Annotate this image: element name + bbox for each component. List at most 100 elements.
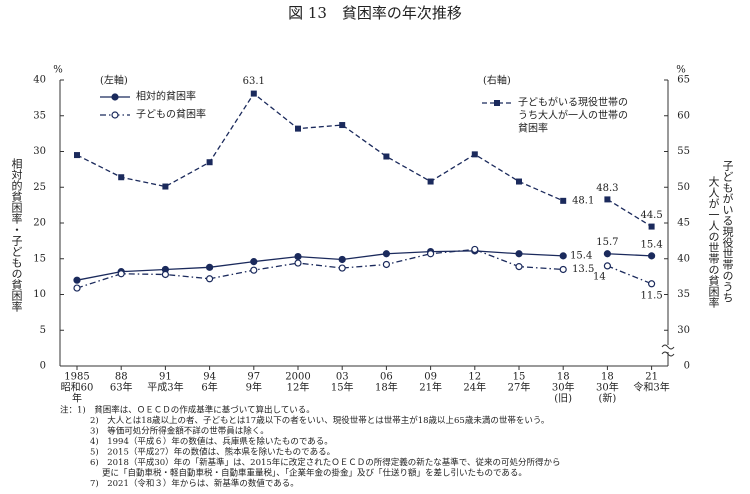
legend-label: うち大人が一人の世帯の [518, 109, 628, 122]
series-marker [338, 264, 346, 272]
series-marker [516, 178, 522, 185]
legend-label: 子どもの貧困率 [136, 108, 206, 121]
series-line [76, 248, 564, 289]
x-tick-label: 27年 [508, 381, 531, 394]
series-marker [648, 223, 655, 230]
series-marker [206, 263, 214, 271]
x-tick-label: 平成3年 [147, 381, 183, 394]
series-marker [295, 125, 301, 132]
y-tick-label: 10 [33, 289, 46, 300]
x-tick-label: 97 [247, 372, 260, 383]
x-tick-label: 18年 [375, 381, 398, 394]
series-marker [294, 259, 302, 267]
x-tick-label: 18 [557, 372, 570, 383]
x-tick-label: (新) [598, 392, 616, 405]
y2-axis-label: 大人が一人の世帯の貧困率 [707, 175, 720, 309]
x-tick-label: 24年 [463, 381, 486, 394]
data-label: 48.1 [572, 195, 594, 206]
chart-title: 図 13 貧困率の年次推移 [288, 4, 462, 22]
y-tick-label: 20 [33, 218, 46, 229]
x-tick-label: 12 [468, 372, 481, 383]
x-tick-label: 09 [424, 372, 437, 383]
x-tick-label: 9年 [246, 381, 262, 394]
y2-axis-label: 子どもがいる現役世帯のうち [721, 160, 734, 303]
series-marker [383, 153, 390, 160]
data-label: 15.4 [640, 239, 662, 250]
axis-break [662, 345, 674, 352]
note: 5) 2015（平成27）年の数値は、熊本県を除いたものである。 [90, 447, 335, 458]
series-marker [339, 122, 346, 129]
x-tick-label: 88 [115, 372, 128, 383]
y2-tick-label: 60 [677, 110, 690, 121]
data-label: 44.5 [640, 210, 662, 221]
x-tick-label: 年 [72, 392, 82, 405]
y2-tick-label: 50 [677, 182, 690, 193]
data-label: 48.3 [596, 183, 618, 194]
y-tick-label: 35 [33, 110, 46, 121]
y2-tick-label: 40 [677, 253, 690, 264]
data-label: 15.4 [570, 250, 592, 261]
right-axis-note: (右軸) [483, 74, 511, 87]
series-marker [73, 284, 81, 292]
y2-tick-label: 0 [684, 361, 690, 372]
series-marker [382, 260, 390, 269]
x-tick-label: 91 [159, 372, 172, 383]
y-tick-label: 5 [40, 325, 46, 336]
legend-marker [494, 100, 500, 106]
series-marker [559, 265, 567, 274]
y2-tick-label: 30 [677, 325, 690, 336]
legend-marker [111, 93, 119, 101]
x-tick-label: 30年 [596, 381, 619, 394]
x-tick-label: 30年 [552, 381, 575, 394]
legend-marker [111, 111, 119, 119]
axis-break [661, 344, 675, 350]
x-tick-label: 15年 [331, 381, 354, 394]
x-tick-label: 94 [203, 372, 216, 383]
axis-break [661, 351, 675, 357]
series-line [607, 265, 652, 285]
y-tick-label: 0 [40, 361, 46, 372]
series-marker [515, 263, 523, 271]
series-marker [294, 253, 302, 261]
series-marker [382, 250, 390, 258]
x-tick-label: 18 [601, 372, 614, 383]
data-label: 13.5 [572, 264, 594, 275]
left-axis-note: (左軸) [100, 74, 128, 87]
series-marker [74, 152, 80, 159]
note: 6) 2018（平成30）年の「新基準」は、2015年に改定されたＯＥＣＤの所得… [90, 457, 560, 468]
x-tick-label: 6年 [201, 381, 217, 394]
series-marker [162, 183, 169, 190]
note: 3) 等価可処分所得金額不詳の世帯員は除く。 [90, 426, 269, 437]
series-marker [206, 159, 213, 166]
note: 更に「自動車税・軽自動車税・自動車重量税」、「企業年金の掛金」及び「仕送り額」を… [102, 468, 527, 479]
note: 注：1) 貧困率は、ＯＥＣＤの作成基準に基づいて算出している。 [60, 405, 315, 416]
series-marker [603, 250, 612, 258]
series-marker [73, 276, 81, 284]
series-marker [117, 270, 125, 278]
series-marker [427, 250, 435, 258]
series-line [76, 250, 564, 281]
series-marker [250, 266, 258, 274]
series-line [607, 198, 652, 228]
y-tick-label: 15 [33, 253, 46, 264]
y2-tick-label: 55 [677, 146, 690, 157]
series-marker [603, 262, 612, 270]
series-marker [250, 258, 258, 266]
y2-tick-label: 35 [677, 289, 690, 300]
series-line [607, 253, 652, 257]
y-tick-label: 30 [33, 146, 46, 157]
x-tick-label: 03 [336, 372, 349, 383]
note: 7) 2021（令和３）年からは、新基準の数値である。 [90, 478, 299, 489]
series-marker [161, 270, 169, 279]
y2-tick-label: 45 [677, 218, 690, 229]
y-tick-label: 40 [33, 75, 46, 86]
x-tick-label: 1985 [64, 372, 89, 383]
x-tick-label: 15 [513, 372, 526, 383]
x-tick-label: 63年 [110, 381, 133, 394]
series-marker [560, 197, 567, 204]
legend-label: 貧困率 [518, 122, 548, 135]
series-marker [118, 174, 125, 181]
y2-unit: % [676, 65, 686, 76]
x-tick-label: 令和3年 [633, 381, 669, 394]
